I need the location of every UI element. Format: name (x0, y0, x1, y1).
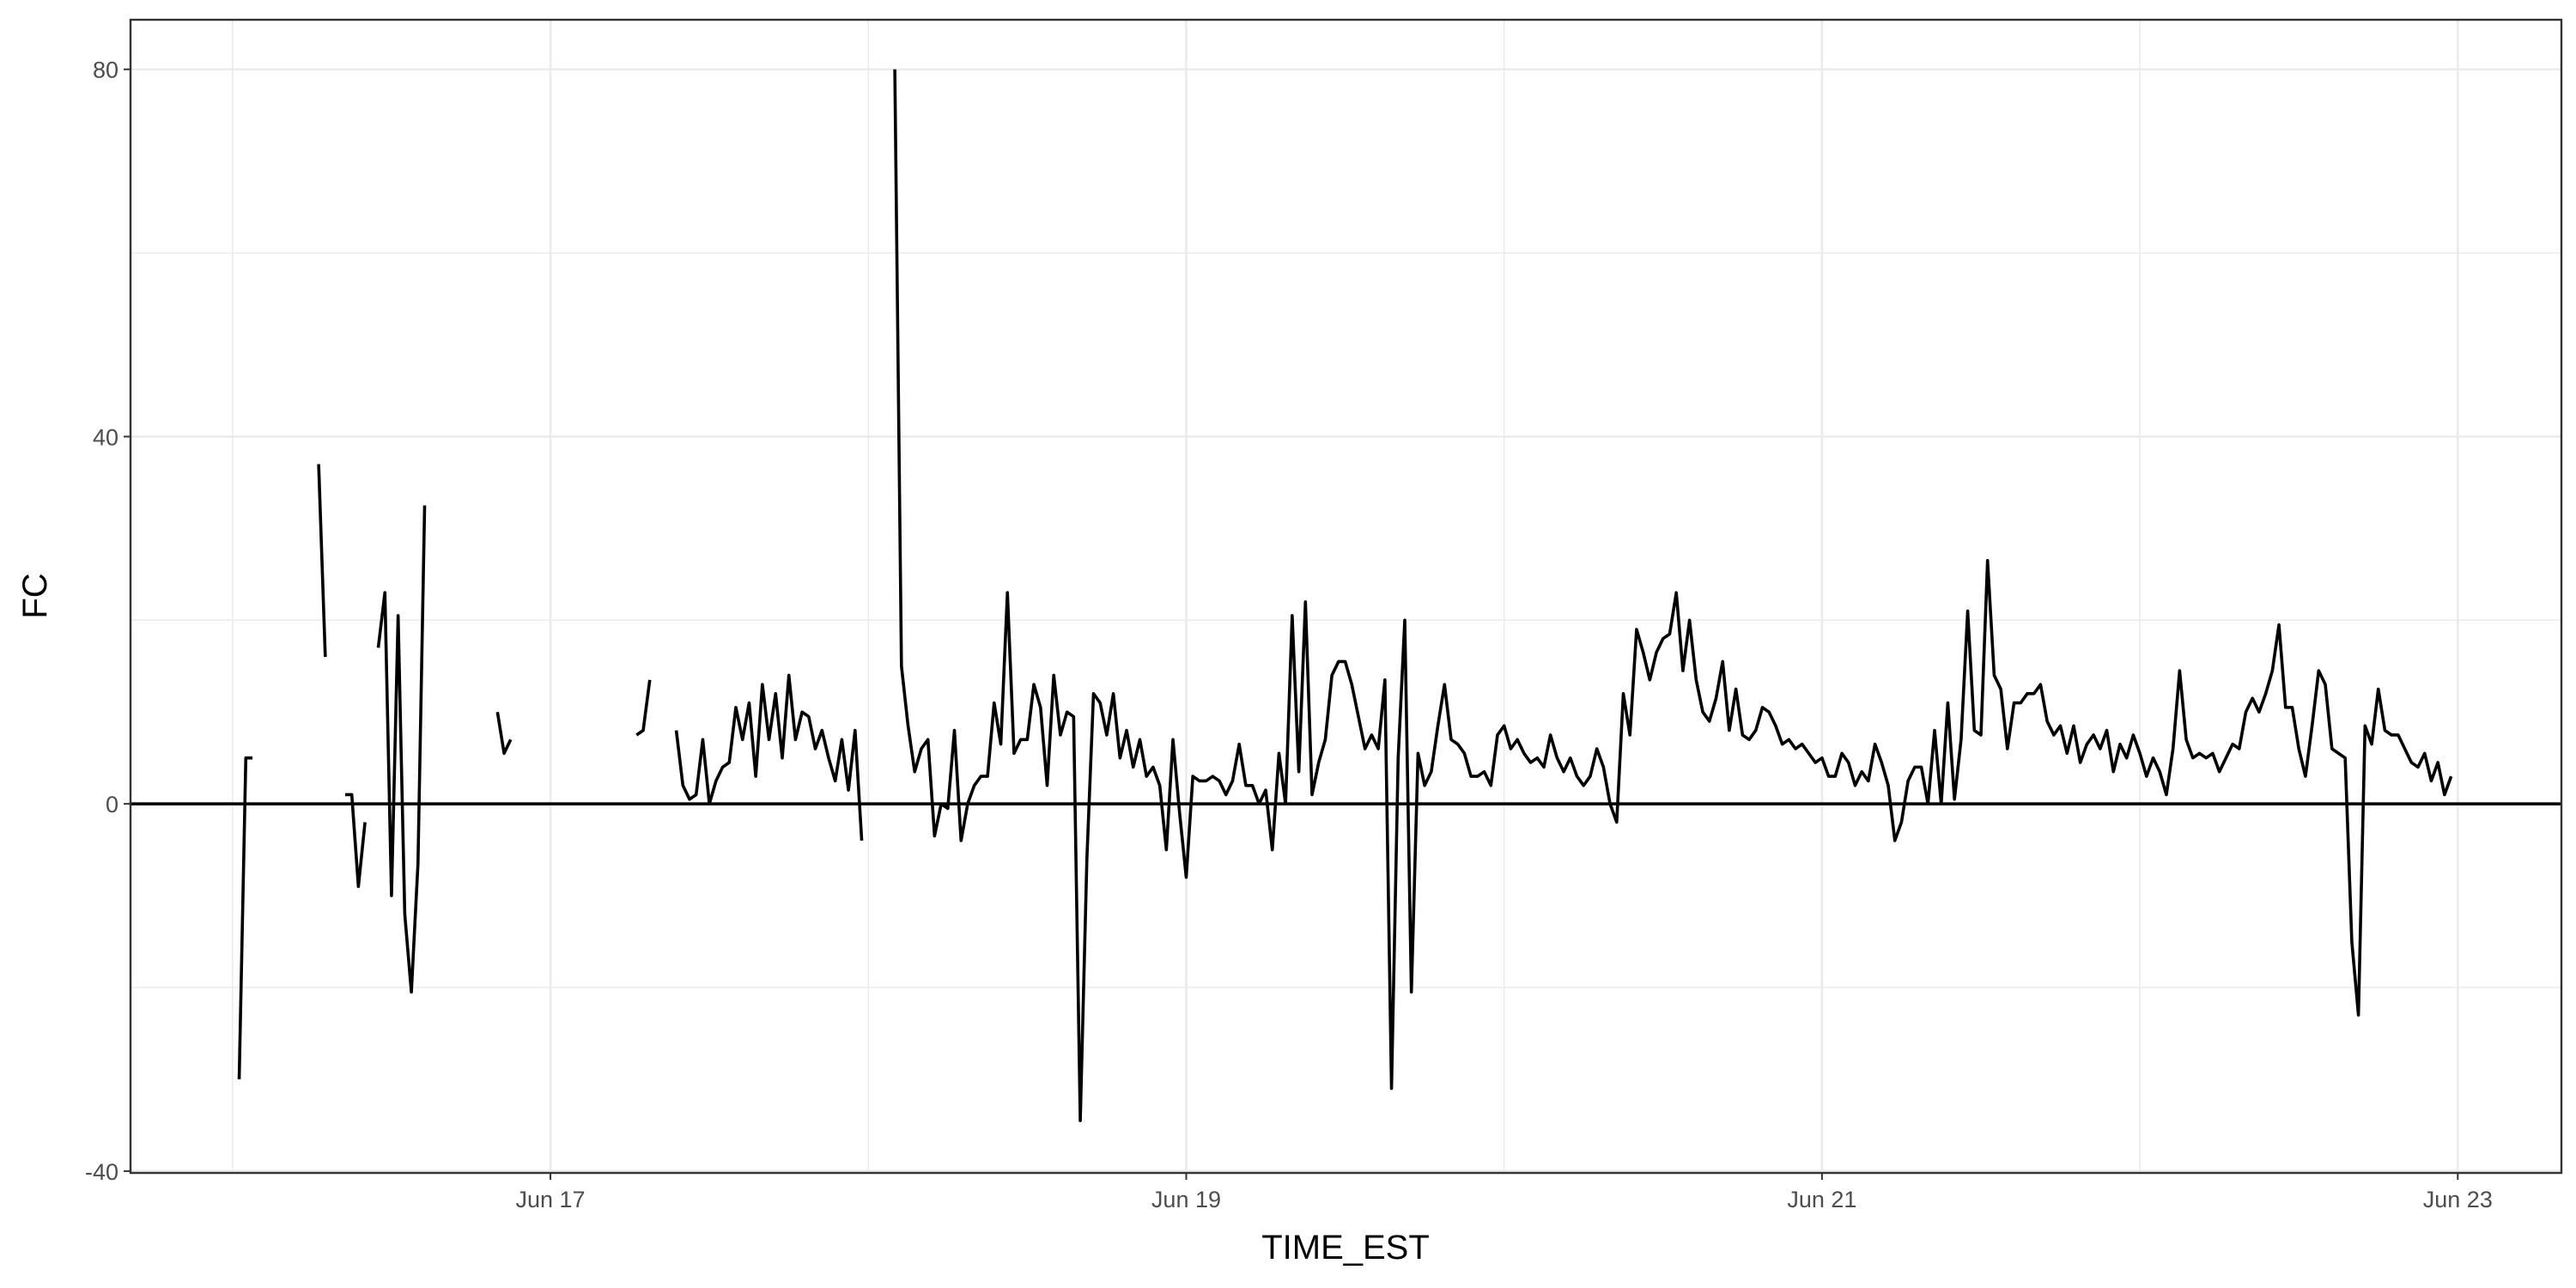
y-tick-label: -40 (85, 1159, 118, 1185)
x-tick-label: Jun 17 (516, 1187, 586, 1212)
axes: -40 0 40 80 Jun 17 Jun 19 Jun 21 Jun 23 (85, 18, 2563, 1212)
y-tick-label: 80 (93, 58, 118, 83)
data-line (237, 69, 2453, 1122)
x-tick-label: Jun 23 (2423, 1187, 2493, 1212)
x-axis-title: TIME_EST (1261, 1229, 1430, 1267)
x-tick-label: Jun 21 (1787, 1187, 1856, 1212)
y-tick-label: 40 (93, 424, 118, 450)
panel-border (129, 18, 2563, 1175)
y-tick-label: 0 (106, 792, 118, 817)
y-axis-title: FC (16, 573, 54, 618)
panel (131, 20, 2561, 1173)
plot-marks (131, 69, 2561, 1122)
minor-grid (131, 20, 2561, 1173)
x-tick-label: Jun 19 (1151, 1187, 1221, 1212)
